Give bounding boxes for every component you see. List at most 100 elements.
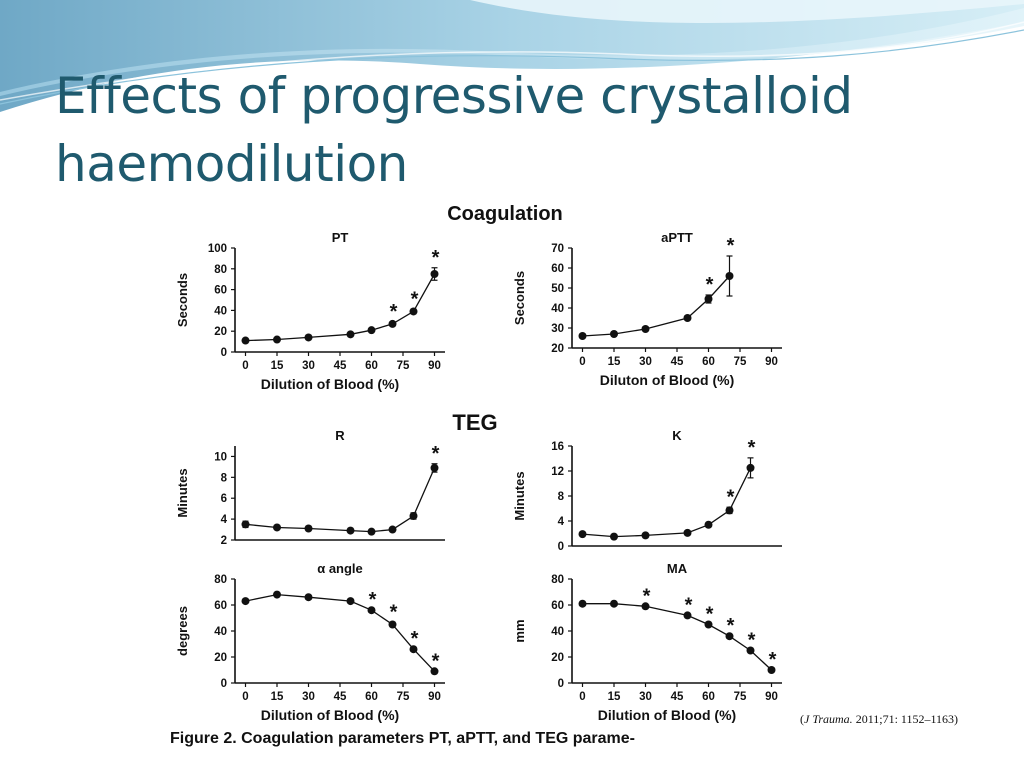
data-point bbox=[683, 611, 692, 620]
panel-title: PT bbox=[332, 230, 349, 245]
y-tick-label: 20 bbox=[214, 652, 227, 664]
x-tick-label: 60 bbox=[365, 360, 378, 372]
y-tick-label: 20 bbox=[214, 326, 227, 338]
data-point bbox=[241, 520, 250, 529]
x-axis-label: Dilution of Blood (%) bbox=[598, 707, 736, 723]
y-tick-label: 8 bbox=[558, 491, 565, 503]
y-tick-label: 0 bbox=[558, 541, 564, 553]
data-point bbox=[409, 307, 418, 316]
data-point bbox=[388, 620, 397, 629]
data-point bbox=[578, 599, 587, 608]
data-point bbox=[409, 511, 418, 520]
y-axis-label: mm bbox=[512, 619, 527, 642]
x-axis-label: Diluton of Blood (%) bbox=[600, 372, 735, 388]
y-tick-label: 60 bbox=[551, 263, 564, 275]
data-point bbox=[725, 632, 734, 641]
x-tick-label: 0 bbox=[242, 360, 248, 372]
significance-star: * bbox=[769, 649, 777, 671]
x-tick-label: 15 bbox=[271, 360, 284, 372]
y-tick-label: 30 bbox=[551, 323, 564, 335]
data-point bbox=[578, 530, 587, 539]
data-point bbox=[746, 463, 755, 472]
significance-star: * bbox=[727, 615, 735, 637]
series-line bbox=[582, 603, 772, 671]
panel-title: K bbox=[672, 428, 682, 443]
y-tick-label: 8 bbox=[221, 472, 228, 484]
x-tick-label: 30 bbox=[302, 691, 315, 703]
x-axis-label: Dilution of Blood (%) bbox=[261, 376, 399, 392]
y-tick-label: 20 bbox=[551, 652, 564, 664]
significance-star: * bbox=[685, 594, 693, 616]
data-point bbox=[610, 330, 618, 338]
y-axis-label: Seconds bbox=[512, 271, 527, 325]
data-point bbox=[346, 597, 355, 606]
significance-star: * bbox=[390, 301, 398, 323]
significance-star: * bbox=[748, 630, 756, 652]
data-point bbox=[725, 272, 734, 280]
y-tick-label: 60 bbox=[214, 600, 227, 612]
data-point bbox=[641, 325, 650, 333]
citation-reference: 2011;71: 1152–1163) bbox=[852, 712, 959, 726]
y-tick-label: 60 bbox=[551, 600, 564, 612]
y-tick-label: 0 bbox=[558, 678, 564, 690]
y-tick-label: 40 bbox=[214, 626, 227, 638]
k-chart: K 0 4 8 12 16 Minutes * * bbox=[512, 428, 782, 553]
aptt-chart: aPTT 20 30 40 50 60 70 0 15 30 45 60 75 90 Seconds Dilu… bbox=[512, 230, 782, 388]
data-point bbox=[610, 532, 618, 541]
x-tick-label: 75 bbox=[734, 356, 747, 368]
y-tick-label: 0 bbox=[221, 678, 227, 690]
figure-panel: Coagulation TEG PT 0 20 40 60 80 100 0 15 30 45 60 7… bbox=[155, 188, 837, 755]
significance-star: * bbox=[432, 650, 440, 672]
y-tick-label: 4 bbox=[558, 516, 565, 528]
x-tick-label: 75 bbox=[397, 360, 410, 372]
x-tick-label: 90 bbox=[428, 360, 441, 372]
x-tick-label: 45 bbox=[671, 356, 684, 368]
data-point bbox=[273, 523, 281, 532]
y-tick-label: 2 bbox=[221, 535, 227, 547]
data-point bbox=[409, 645, 418, 654]
panel-title: MA bbox=[667, 561, 688, 576]
figure-caption: Figure 2. Coagulation parameters PT, aPT… bbox=[170, 730, 635, 747]
x-tick-label: 15 bbox=[271, 691, 284, 703]
x-tick-label: 45 bbox=[334, 360, 347, 372]
significance-star: * bbox=[411, 628, 419, 650]
significance-star: * bbox=[748, 437, 756, 459]
data-point bbox=[683, 314, 692, 322]
y-tick-label: 40 bbox=[551, 626, 564, 638]
data-point bbox=[704, 520, 713, 529]
significance-star: * bbox=[727, 235, 735, 257]
y-tick-label: 60 bbox=[214, 285, 227, 297]
pt-chart: PT 0 20 40 60 80 100 0 15 30 45 60 75 90 Seconds Diluti… bbox=[175, 230, 445, 392]
coagulation-heading: Coagulation bbox=[447, 203, 563, 225]
x-tick-label: 45 bbox=[671, 691, 684, 703]
x-tick-label: 0 bbox=[242, 691, 248, 703]
data-point bbox=[304, 333, 313, 342]
x-tick-label: 0 bbox=[579, 691, 585, 703]
x-tick-label: 30 bbox=[639, 691, 652, 703]
x-tick-label: 75 bbox=[734, 691, 747, 703]
data-point bbox=[704, 620, 713, 629]
x-tick-label: 90 bbox=[765, 356, 778, 368]
data-point bbox=[346, 526, 355, 535]
data-point bbox=[704, 295, 713, 303]
data-point bbox=[241, 597, 250, 606]
x-tick-label: 90 bbox=[428, 691, 441, 703]
y-tick-label: 10 bbox=[214, 451, 227, 463]
significance-star: * bbox=[643, 585, 651, 607]
y-axis-label: Minutes bbox=[512, 471, 527, 520]
data-point bbox=[367, 326, 376, 335]
significance-star: * bbox=[390, 602, 398, 624]
data-point bbox=[683, 528, 692, 537]
significance-star: * bbox=[706, 274, 714, 296]
series-line bbox=[582, 275, 730, 337]
data-point bbox=[430, 667, 439, 676]
teg-heading: TEG bbox=[452, 410, 498, 435]
y-axis-label: Seconds bbox=[175, 273, 190, 327]
panel-title: R bbox=[335, 428, 345, 443]
y-tick-label: 100 bbox=[208, 243, 227, 255]
significance-star: * bbox=[706, 604, 714, 626]
series-line bbox=[245, 467, 436, 533]
data-point bbox=[241, 336, 250, 345]
y-axis-label: degrees bbox=[175, 606, 190, 656]
significance-star: * bbox=[432, 443, 440, 465]
